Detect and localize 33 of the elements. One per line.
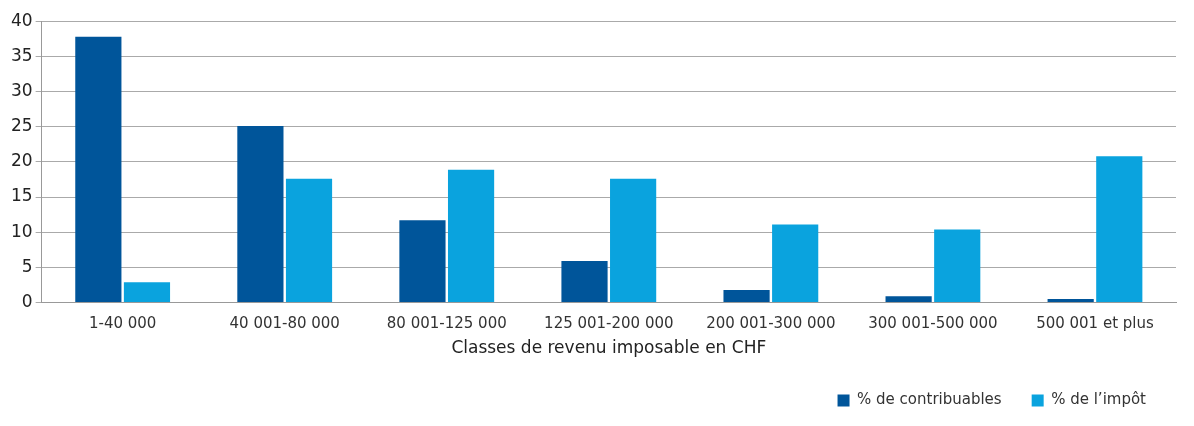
y-tick-label: 15 xyxy=(10,185,33,206)
bar xyxy=(285,178,333,303)
bar xyxy=(934,229,981,303)
bar xyxy=(75,36,122,303)
bar xyxy=(399,220,446,303)
y-tick-label: 20 xyxy=(10,150,33,171)
y-tick-label: 10 xyxy=(10,220,33,241)
legend-label: % de l’impôt xyxy=(1051,390,1147,409)
bar xyxy=(237,126,284,303)
bar xyxy=(772,224,819,303)
x-tick-label: 300 001-500 000 xyxy=(868,314,998,333)
y-tick-label: 30 xyxy=(10,79,33,100)
bar xyxy=(1047,299,1094,303)
bar xyxy=(561,261,608,303)
y-tick-label: 0 xyxy=(21,291,33,312)
bar xyxy=(723,289,770,303)
bar xyxy=(610,178,657,303)
x-tick-label: 125 001-200 000 xyxy=(544,314,674,333)
y-tick-label: 5 xyxy=(21,255,33,276)
x-tick-label: 80 001-125 000 xyxy=(386,314,507,333)
bar xyxy=(447,169,495,303)
x-tick-label: 500 001 et plus xyxy=(1036,314,1154,333)
bar xyxy=(123,282,171,303)
x-axis-title: Classes de revenu imposable en CHF xyxy=(451,337,767,358)
x-tick-label: 1-40 000 xyxy=(88,314,157,333)
x-tick-label: 200 001-300 000 xyxy=(706,314,836,333)
bar xyxy=(885,296,932,303)
y-tick-label: 25 xyxy=(10,115,33,136)
legend-label: % de contribuables xyxy=(857,390,1002,409)
x-tick-label: 40 001-80 000 xyxy=(229,314,340,333)
y-tick-label: 35 xyxy=(10,44,33,65)
bar xyxy=(1096,156,1143,303)
y-tick-label: 40 xyxy=(10,9,33,30)
